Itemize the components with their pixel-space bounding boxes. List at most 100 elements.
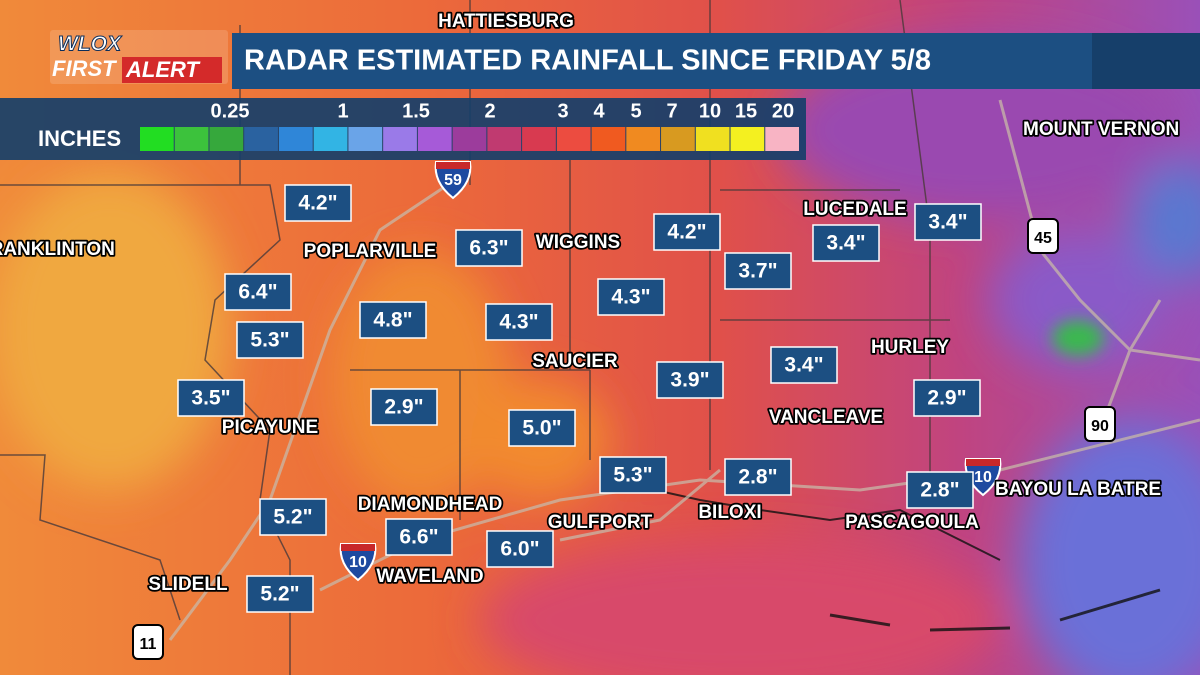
- rainfall-box-bg: [455, 229, 523, 267]
- legend-swatch: [313, 127, 348, 151]
- shield-shape: [1084, 406, 1116, 442]
- legend-swatch: [209, 127, 244, 151]
- rainfall-amount: 5.0": [522, 417, 561, 440]
- legend-swatch: [626, 127, 661, 151]
- shield-shape: [1027, 218, 1059, 254]
- logo-alert-bg: [122, 57, 222, 83]
- rainfall-amount: 4.8": [373, 309, 412, 332]
- shield-top: [966, 459, 1000, 466]
- city-label: POPLARVILLE: [304, 241, 437, 262]
- city-label: MOUNT VERNON: [1023, 119, 1179, 140]
- rainfall-amount: 5.3": [613, 464, 652, 487]
- legend-label: 10: [699, 100, 721, 122]
- rainfall-amount: 6.3": [469, 237, 508, 260]
- title-bar-end: [1092, 33, 1200, 89]
- legend-swatch: [695, 127, 730, 151]
- legend-swatch: [140, 127, 174, 151]
- rainfall-box: 3.4": [914, 203, 982, 241]
- city-label: PICAYUNE: [222, 417, 318, 438]
- rainfall-amount: 2.9": [927, 387, 966, 410]
- highway-shield: 11: [132, 624, 164, 660]
- rainfall-box: 5.3": [599, 456, 667, 494]
- rainfall-amount: 2.8": [920, 479, 959, 502]
- rainfall-box-bg: [656, 361, 724, 399]
- rainfall-box-bg: [770, 346, 838, 384]
- city-label: HURLEY: [871, 337, 949, 358]
- rainfall-box-bg: [508, 409, 576, 447]
- city-label: SAUCIER: [532, 351, 618, 372]
- rainfall-amount: 5.2": [260, 583, 299, 606]
- rainfall-box: 5.3": [236, 321, 304, 359]
- legend-swatch: [174, 127, 209, 151]
- rainfall-box: 4.2": [284, 184, 352, 222]
- legend-swatch: [348, 127, 383, 151]
- city-label: GULFPORT: [548, 512, 653, 533]
- rainfall-amount: 3.9": [670, 369, 709, 392]
- rainfall-box-bg: [236, 321, 304, 359]
- city-label: PASCAGOULA: [845, 512, 979, 533]
- highway-shield: 59: [434, 161, 472, 200]
- logo-wlox: WLOX: [58, 33, 123, 56]
- city-label: HATTIESBURG: [438, 11, 574, 32]
- rainfall-box: 4.2": [653, 213, 721, 251]
- rainfall-box-bg: [812, 224, 880, 262]
- rainfall-box-bg: [259, 498, 327, 536]
- rainfall-box-bg: [724, 252, 792, 290]
- rainfall-box: 5.2": [246, 575, 314, 613]
- rainfall-box-bg: [653, 213, 721, 251]
- legend-swatch: [383, 127, 417, 151]
- city-label: WAVELAND: [376, 566, 483, 587]
- rainfall-box: 3.7": [724, 252, 792, 290]
- legend-swatch: [730, 127, 765, 151]
- rainfall-box-bg: [359, 301, 427, 339]
- legend-swatch: [591, 127, 626, 151]
- legend-label: 1: [337, 100, 348, 122]
- rainfall-box: 2.8": [906, 471, 974, 509]
- shield-top: [436, 162, 470, 169]
- legend-label: 4: [593, 100, 605, 122]
- legend-label: 20: [772, 100, 794, 122]
- map-labels: 59 10 10 45 90 11 HATTIESBURG MOUNT VERNON FRANK…: [0, 9, 1181, 660]
- rainfall-box-bg: [906, 471, 974, 509]
- rainfall-box: 3.5": [177, 379, 245, 417]
- rainfall-box: 4.3": [485, 303, 553, 341]
- rainfall-amount: 3.5": [191, 387, 230, 410]
- highway-shield: 90: [1084, 406, 1116, 442]
- legend-swatch: [556, 127, 591, 151]
- logo: WLOX FIRST ALERT: [50, 30, 228, 84]
- city-label: BILOXI: [698, 502, 761, 523]
- rainfall-box: 3.9": [656, 361, 724, 399]
- city-label: DIAMONDHEAD: [358, 494, 503, 515]
- shield-number: 45: [1034, 230, 1052, 247]
- rainfall-box-bg: [284, 184, 352, 222]
- shield-number: 10: [974, 469, 992, 486]
- legend-label: 15: [735, 100, 757, 122]
- legend: INCHES 0.25 1 1.5 2 3 4 5 7 10 15 20: [0, 98, 806, 160]
- city-label: FRANKLINTON: [0, 239, 115, 260]
- legend-label: 3: [557, 100, 568, 122]
- legend-label: 1.5: [402, 100, 430, 122]
- rainfall-box: 2.9": [370, 388, 438, 426]
- rainfall-amount: 3.4": [826, 232, 865, 255]
- shield-number: 59: [444, 172, 462, 189]
- rainfall-amount: 5.2": [273, 506, 312, 529]
- rainfall-box: 2.9": [913, 379, 981, 417]
- rainfall-box: 5.2": [259, 498, 327, 536]
- legend-swatch: [278, 127, 313, 151]
- rainfall-amount: 3.7": [738, 260, 777, 283]
- legend-swatch: [661, 127, 695, 151]
- rainfall-box: 6.6": [385, 518, 453, 556]
- city-label: BAYOU LA BATRE: [995, 479, 1161, 500]
- legend-swatch: [417, 127, 452, 151]
- rainfall-box: 6.4": [224, 273, 292, 311]
- legend-unit: INCHES: [38, 126, 121, 151]
- rainfall-box: 6.3": [455, 229, 523, 267]
- rainfall-box-bg: [385, 518, 453, 556]
- rainfall-box-bg: [486, 530, 554, 568]
- shield-shape: [339, 543, 377, 582]
- legend-label: 2: [484, 100, 495, 122]
- title: RADAR ESTIMATED RAINFALL SINCE FRIDAY 5/…: [244, 45, 931, 77]
- rainfall-amount: 2.9": [384, 396, 423, 419]
- rainfall-box-bg: [724, 458, 792, 496]
- legend-swatch: [244, 127, 278, 151]
